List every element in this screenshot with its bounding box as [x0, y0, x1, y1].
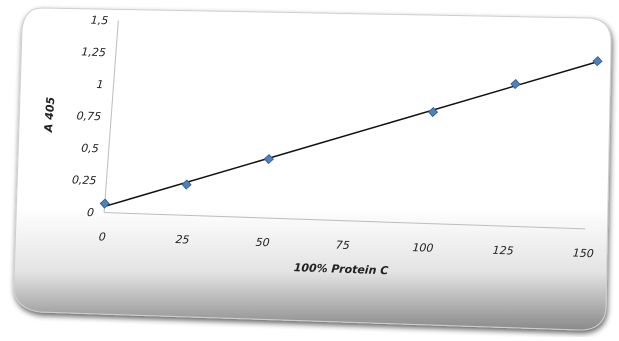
card-background [13, 7, 612, 331]
x-axis-line [104, 212, 586, 230]
y-axis-line [103, 20, 119, 213]
data-point [592, 56, 603, 67]
y-tick-label: 1,5 [90, 14, 108, 28]
y-tick-label: 1,25 [81, 45, 106, 59]
data-point [181, 179, 192, 190]
x-tick-label: 150 [572, 247, 594, 261]
x-tick-labels: 0 25 50 75 100 125 150 [98, 230, 594, 260]
x-tick-label: 25 [175, 233, 190, 246]
data-point [510, 79, 521, 90]
y-tick-labels: 0 0,25 0,5 0,75 1 1,25 1,5 [71, 14, 108, 220]
y-tick-label: 0,5 [81, 142, 99, 156]
y-tick-label: 0,75 [76, 109, 101, 123]
y-tick-label: 1 [96, 78, 104, 91]
y-tick-label: 0 [87, 206, 95, 219]
x-axis-title: 100% Protein C [293, 261, 389, 277]
plot-area: 0 25 50 75 100 125 150 0 0,25 0,5 0,75 1 1,25 1,5 10… [42, 14, 603, 277]
y-tick-label: 0,25 [71, 173, 96, 187]
data-point [427, 107, 439, 118]
x-tick-label: 75 [335, 238, 350, 251]
x-tick-label: 125 [492, 244, 514, 258]
x-tick-label: 0 [98, 230, 106, 243]
data-point [99, 198, 110, 209]
data-points [99, 56, 603, 209]
data-point [263, 154, 274, 165]
y-axis-title: A 405 [42, 96, 58, 133]
x-tick-label: 100 [412, 241, 434, 255]
x-tick-label: 50 [255, 236, 270, 249]
